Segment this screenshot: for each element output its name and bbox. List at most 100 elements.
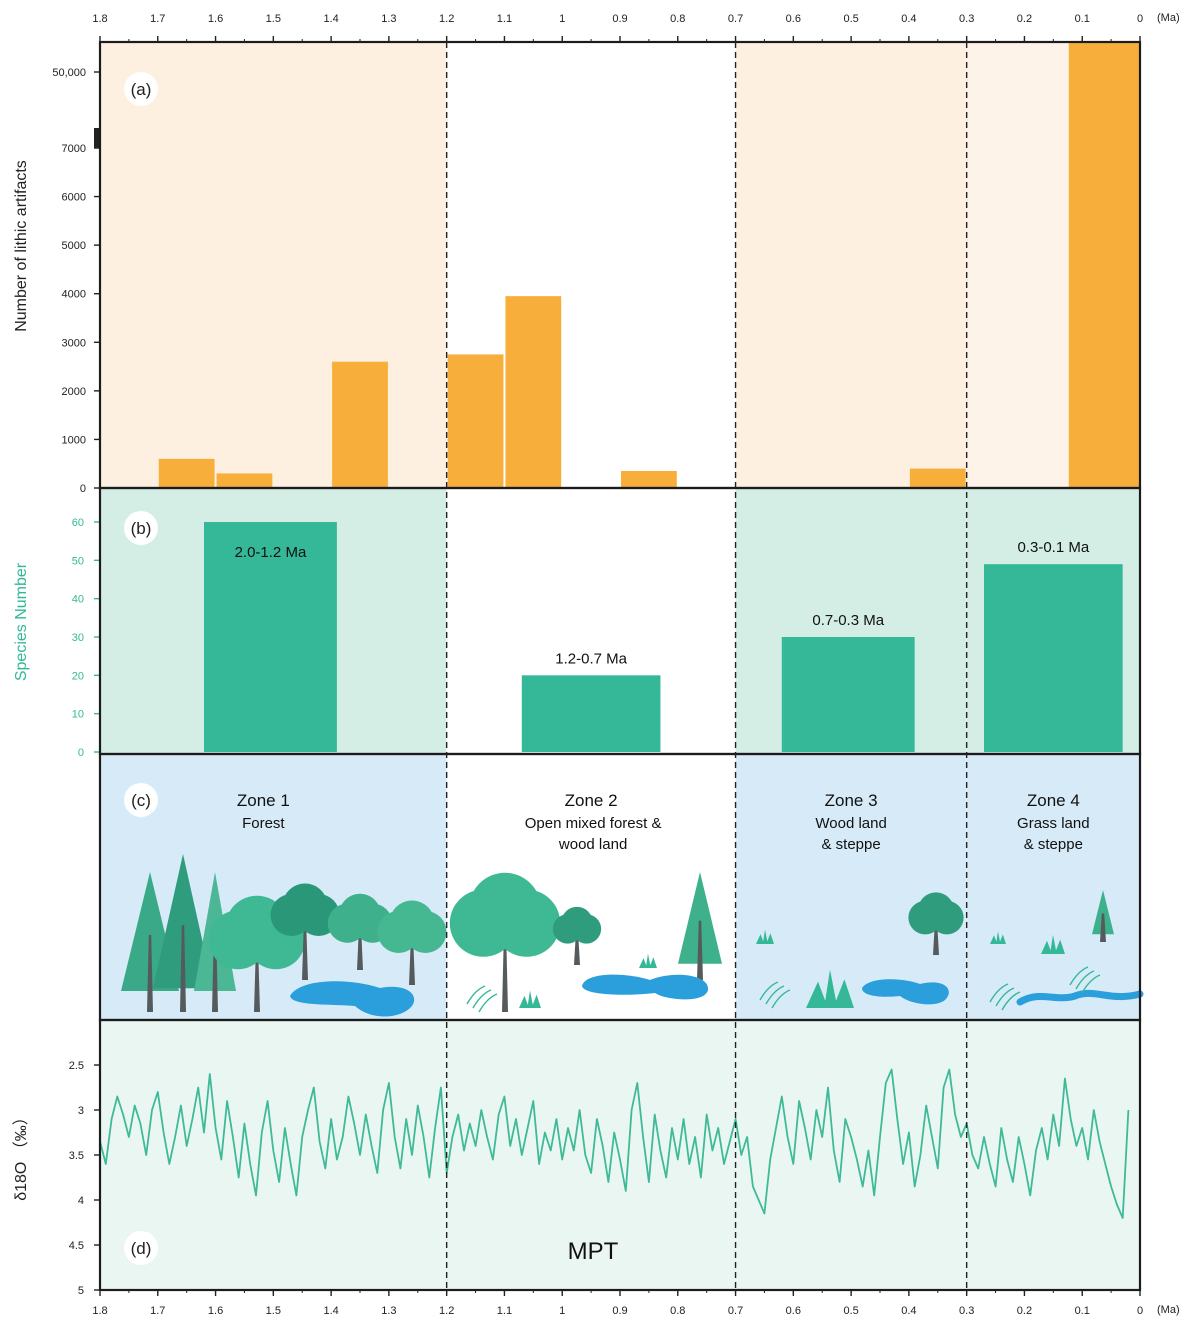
bar-label-b-0: 2.0-1.2 Ma — [235, 544, 307, 561]
zone-1-title: Zone 1 — [237, 791, 290, 810]
x-unit-top: (Ma) — [1157, 12, 1180, 24]
ytick-label-a-5: 5000 — [62, 240, 86, 252]
ytick-label-a-6: 6000 — [62, 192, 86, 204]
vegetation-illustration — [121, 854, 1144, 1017]
ylabel-a: Number of lithic artifacts — [13, 160, 30, 332]
zone-4-line-1: Grass land — [1017, 815, 1090, 832]
xtick-label-top-13: 0.5 — [843, 13, 858, 25]
xtick-label-bottom-6: 1.2 — [439, 1305, 454, 1317]
xtick-label-bottom-0: 1.8 — [92, 1305, 107, 1317]
zone-bg-a-3 — [735, 42, 967, 488]
z4-grass-2 — [1041, 934, 1065, 954]
zone-2-title: Zone 2 — [565, 791, 618, 810]
xtick-label-bottom-7: 1.1 — [497, 1305, 512, 1317]
xtick-label-top-3: 1.5 — [266, 13, 281, 25]
axis-break-a — [94, 128, 100, 148]
xtick-label-bottom-15: 0.3 — [959, 1305, 974, 1317]
ytick-label-d-5: 5 — [78, 1285, 84, 1297]
chart-marks — [99, 42, 1139, 1219]
z2-pond — [582, 974, 709, 1000]
zone-4-title: Zone 4 — [1027, 791, 1080, 810]
bar-a-4 — [505, 296, 562, 488]
bar-b-3 — [984, 564, 1123, 752]
xtick-label-top-9: 0.9 — [612, 13, 627, 25]
xtick-label-bottom-10: 0.8 — [670, 1305, 685, 1317]
ytick-label-a-0: 0 — [80, 483, 86, 495]
ytick-label-b-0: 0 — [78, 747, 84, 759]
panel-letter-d: (d) — [131, 1239, 152, 1258]
bar-a-2 — [332, 361, 388, 488]
xtick-label-top-15: 0.3 — [959, 13, 974, 25]
zone-4-line-2: & steppe — [1024, 836, 1083, 853]
z4-conifer-1-trunk — [1100, 913, 1106, 942]
z2-wind — [466, 985, 498, 1013]
bar-a-1 — [216, 473, 273, 488]
ytick-label-b-1: 10 — [72, 709, 84, 721]
mpt-annotation: MPT — [568, 1238, 619, 1265]
bar-b-0 — [204, 522, 337, 752]
zone-3-line-1: Wood land — [815, 815, 886, 832]
xtick-label-top-7: 1.1 — [497, 13, 512, 25]
zone-2-line-2: wood land — [558, 836, 627, 853]
ytick-label-a-4: 4000 — [62, 289, 86, 301]
zone-2-line-1: Open mixed forest & — [525, 815, 662, 832]
panel-letter-b: (b) — [131, 519, 152, 538]
xtick-label-top-0: 1.8 — [92, 13, 107, 25]
xtick-label-bottom-12: 0.6 — [786, 1305, 801, 1317]
bar-label-b-3: 0.3-0.1 Ma — [1017, 539, 1089, 556]
xtick-label-top-17: 0.1 — [1075, 13, 1090, 25]
z3-grass-2 — [806, 969, 854, 1008]
bar-label-b-1: 1.2-0.7 Ma — [555, 650, 627, 667]
panel-letter-bg-b — [124, 511, 158, 545]
panel-letter-bg-d — [124, 1231, 158, 1265]
xtick-label-top-2: 1.6 — [208, 13, 223, 25]
xtick-label-bottom-11: 0.7 — [728, 1305, 743, 1317]
z3-broad-1-crown-t — [918, 892, 954, 929]
z2-broad-1-crown-t — [469, 872, 541, 945]
xtick-label-top-16: 0.2 — [1017, 13, 1032, 25]
z3-grass-1 — [756, 929, 774, 944]
zone-bg-c-4 — [966, 754, 1140, 1020]
ytick-label-b-4: 40 — [72, 594, 84, 606]
xtick-label-bottom-13: 0.5 — [843, 1305, 858, 1317]
xtick-label-top-12: 0.6 — [786, 13, 801, 25]
xtick-label-bottom-8: 1 — [559, 1305, 565, 1317]
ytick-label-d-3: 4 — [78, 1195, 84, 1207]
xtick-label-bottom-14: 0.4 — [901, 1305, 916, 1317]
xtick-label-bottom-17: 0.1 — [1075, 1305, 1090, 1317]
xtick-label-top-11: 0.7 — [728, 13, 743, 25]
ytick-label-b-3: 30 — [72, 632, 84, 644]
ytick-label-d-0: 2.5 — [69, 1060, 84, 1072]
zone-bg-d-4 — [966, 1020, 1140, 1290]
xtick-label-bottom-5: 1.3 — [381, 1305, 396, 1317]
xtick-label-top-14: 0.4 — [901, 13, 916, 25]
ytick-label-a-3: 3000 — [62, 337, 86, 349]
ytick-label-d-1: 3 — [78, 1105, 84, 1117]
zone-3-title: Zone 3 — [825, 791, 878, 810]
xtick-label-top-1: 1.7 — [150, 13, 165, 25]
xtick-label-bottom-1: 1.7 — [150, 1305, 165, 1317]
xtick-label-bottom-4: 1.4 — [323, 1305, 338, 1317]
ytick-label-d-4: 4.5 — [69, 1240, 84, 1252]
bar-label-b-2: 0.7-0.3 Ma — [812, 612, 884, 629]
zone-1-line-1: Forest — [242, 815, 285, 832]
xtick-label-top-6: 1.2 — [439, 13, 454, 25]
z1-conifer-1-trunk — [147, 935, 153, 1012]
d18o-series-line — [99, 1068, 1130, 1219]
ytick-label-a-8: 50,000 — [52, 67, 86, 79]
z2-conifer-1-trunk — [697, 920, 703, 980]
z1-conifer-2-trunk — [180, 925, 186, 1012]
z4-river — [1016, 989, 1144, 1006]
zone-bg-d-3 — [735, 1020, 967, 1290]
zone-bg-a-1 — [100, 42, 447, 488]
z1-broad-3-crown-t — [339, 893, 381, 936]
z1-pond — [290, 981, 415, 1017]
panel-letter-bg-c — [124, 783, 158, 817]
z2-grass-1 — [519, 990, 541, 1008]
ytick-label-b-6: 60 — [72, 517, 84, 529]
xtick-label-bottom-9: 0.9 — [612, 1305, 627, 1317]
xtick-label-top-4: 1.4 — [323, 13, 338, 25]
xtick-label-bottom-3: 1.5 — [266, 1305, 281, 1317]
z1-broad-4-crown-t — [389, 900, 435, 946]
